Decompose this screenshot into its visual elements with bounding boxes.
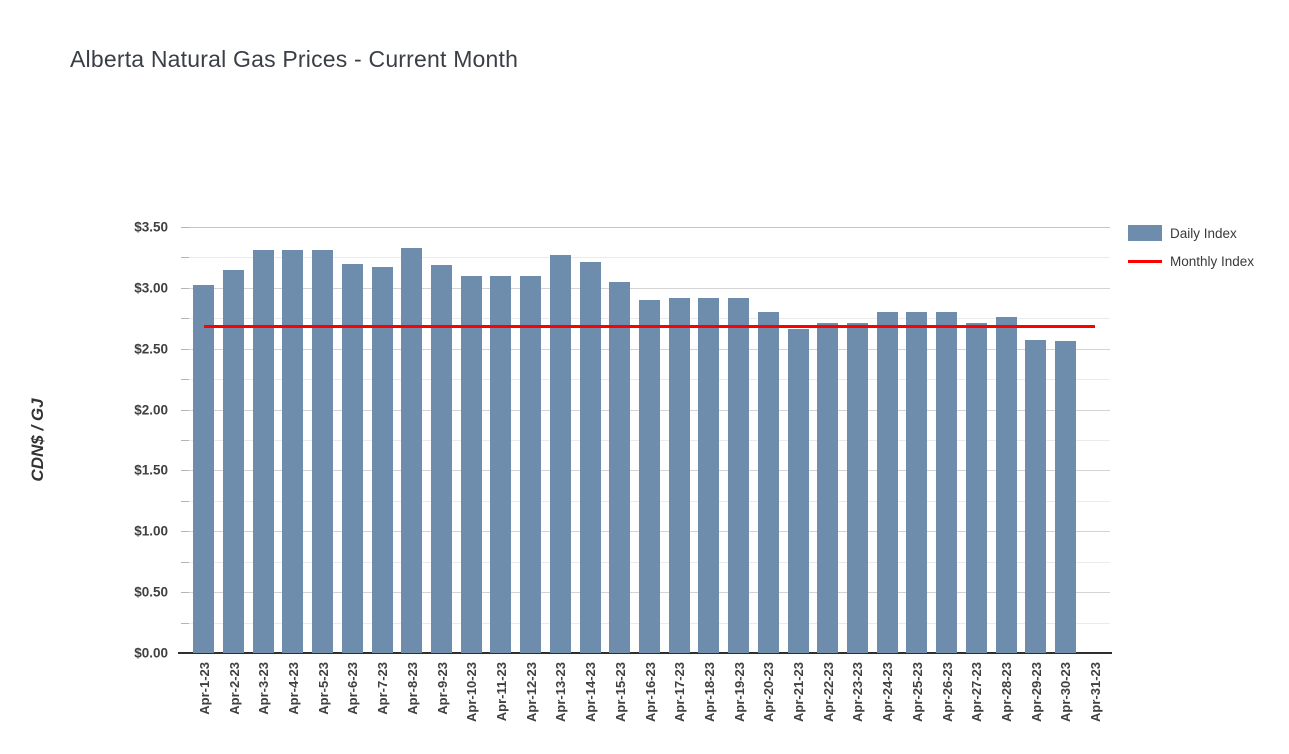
x-axis-tick-label: Apr-13-23 xyxy=(553,662,569,722)
daily-index-bar xyxy=(846,323,868,653)
x-axis-tick-label: Apr-1-23 xyxy=(196,662,212,715)
minor-gridline xyxy=(189,257,1110,259)
y-axis-tick-label: $3.00 xyxy=(134,280,168,296)
x-axis-tick-label: Apr-23-23 xyxy=(850,662,866,722)
daily-index-bar xyxy=(341,263,363,653)
x-axis-tick-label: Apr-16-23 xyxy=(642,662,658,722)
x-axis-tick-label: Apr-5-23 xyxy=(315,662,331,715)
x-axis-tick-label: Apr-10-23 xyxy=(464,662,480,722)
y-axis-tick xyxy=(181,440,189,441)
x-axis-tick-label: Apr-31-23 xyxy=(1088,662,1104,722)
x-axis-tick-label: Apr-18-23 xyxy=(701,662,717,722)
x-axis-tick-label: Apr-20-23 xyxy=(761,662,777,722)
x-axis-tick-label: Apr-12-23 xyxy=(523,662,539,722)
daily-index-swatch xyxy=(1128,225,1162,241)
monthly-index-line xyxy=(203,325,1096,329)
x-axis-tick-label: Apr-15-23 xyxy=(612,662,628,722)
y-axis-tick xyxy=(181,622,189,624)
daily-index-bar xyxy=(965,323,987,653)
y-axis-tick xyxy=(181,409,189,411)
daily-index-bar xyxy=(401,247,423,653)
daily-index-bar xyxy=(520,275,542,653)
daily-index-bar xyxy=(193,285,215,653)
daily-index-bar xyxy=(609,281,631,653)
x-axis-tick-label: Apr-7-23 xyxy=(375,662,391,715)
y-axis-tick xyxy=(181,318,189,320)
daily-index-bar xyxy=(787,329,809,653)
legend-item-daily-index: Daily Index xyxy=(1128,225,1254,241)
legend-label-daily-index: Daily Index xyxy=(1170,225,1237,241)
daily-index-bar xyxy=(728,297,750,653)
x-axis-tick-label: Apr-8-23 xyxy=(404,662,420,715)
x-axis-tick-label: Apr-2-23 xyxy=(226,662,242,715)
legend-item-monthly-index: Monthly Index xyxy=(1128,253,1254,269)
y-axis-tick xyxy=(181,379,189,381)
major-gridline xyxy=(189,227,1110,228)
daily-index-bar xyxy=(817,323,839,653)
y-axis-tick xyxy=(181,227,189,228)
daily-index-bar xyxy=(312,250,334,653)
daily-index-bar xyxy=(906,312,928,653)
x-axis-tick-label: Apr-21-23 xyxy=(791,662,807,722)
daily-index-bar xyxy=(549,254,571,653)
y-axis-tick-label: $1.50 xyxy=(134,462,168,478)
legend: Daily Index Monthly Index xyxy=(1128,225,1254,281)
daily-index-bar xyxy=(876,312,898,653)
x-axis-tick-label: Apr-29-23 xyxy=(1028,662,1044,722)
daily-index-bar xyxy=(460,275,482,653)
x-axis-tick-label: Apr-4-23 xyxy=(285,662,301,715)
y-axis-tick-label: $1.00 xyxy=(134,523,168,539)
x-axis-tick-label: Apr-19-23 xyxy=(731,662,747,722)
x-axis-tick-label: Apr-11-23 xyxy=(493,662,509,722)
x-axis-tick-label: Apr-9-23 xyxy=(434,662,450,715)
daily-index-bar xyxy=(639,300,660,653)
daily-index-bar xyxy=(579,262,601,653)
daily-index-bar xyxy=(698,297,720,653)
x-axis-tick-label: Apr-17-23 xyxy=(672,662,688,722)
y-axis-tick-label: $2.50 xyxy=(134,341,168,357)
x-axis-tick-label: Apr-27-23 xyxy=(969,662,985,722)
legend-label-monthly-index: Monthly Index xyxy=(1170,253,1255,269)
x-axis-tick-label: Apr-25-23 xyxy=(909,662,925,722)
daily-index-bar xyxy=(252,250,274,653)
y-axis-tick xyxy=(181,592,189,594)
page-title: Alberta Natural Gas Prices - Current Mon… xyxy=(70,46,519,72)
daily-index-bar xyxy=(995,317,1017,653)
daily-index-bar xyxy=(490,275,512,653)
y-axis-tick xyxy=(181,531,189,533)
y-axis-tick xyxy=(181,257,189,259)
major-gridline xyxy=(189,287,1110,289)
daily-index-bar xyxy=(1025,340,1047,653)
x-axis-line xyxy=(178,652,1112,654)
x-axis-tick-label: Apr-3-23 xyxy=(256,662,272,715)
daily-index-bar xyxy=(431,264,453,653)
y-axis-tick xyxy=(181,500,189,502)
y-axis-tick-label: $0.50 xyxy=(134,584,168,600)
y-axis-tick xyxy=(181,287,189,289)
daily-index-bar xyxy=(757,312,779,653)
y-axis-tick-label: $3.50 xyxy=(134,219,168,235)
x-axis-tick-label: Apr-22-23 xyxy=(820,662,836,722)
y-axis-tick xyxy=(181,561,189,563)
x-axis-tick-label: Apr-24-23 xyxy=(880,662,896,722)
daily-index-bar xyxy=(223,269,245,653)
x-axis-tick-label: Apr-28-23 xyxy=(999,662,1015,722)
y-axis-tick-label: $0.00 xyxy=(134,645,168,661)
y-axis-tick xyxy=(181,470,189,472)
x-axis-tick-label: Apr-30-23 xyxy=(1058,662,1074,722)
monthly-index-swatch xyxy=(1128,259,1162,263)
y-axis-tick xyxy=(181,348,189,350)
x-axis-tick-label: Apr-6-23 xyxy=(345,662,361,715)
daily-index-bar xyxy=(282,250,304,653)
daily-index-bar xyxy=(1054,341,1076,653)
daily-index-bar xyxy=(371,267,393,653)
daily-index-bar xyxy=(936,312,958,653)
x-axis-tick-label: Apr-14-23 xyxy=(583,662,599,722)
x-axis-tick-label: Apr-26-23 xyxy=(939,662,955,722)
y-axis-tick-label: $2.00 xyxy=(134,402,168,418)
daily-index-bar xyxy=(668,297,690,653)
